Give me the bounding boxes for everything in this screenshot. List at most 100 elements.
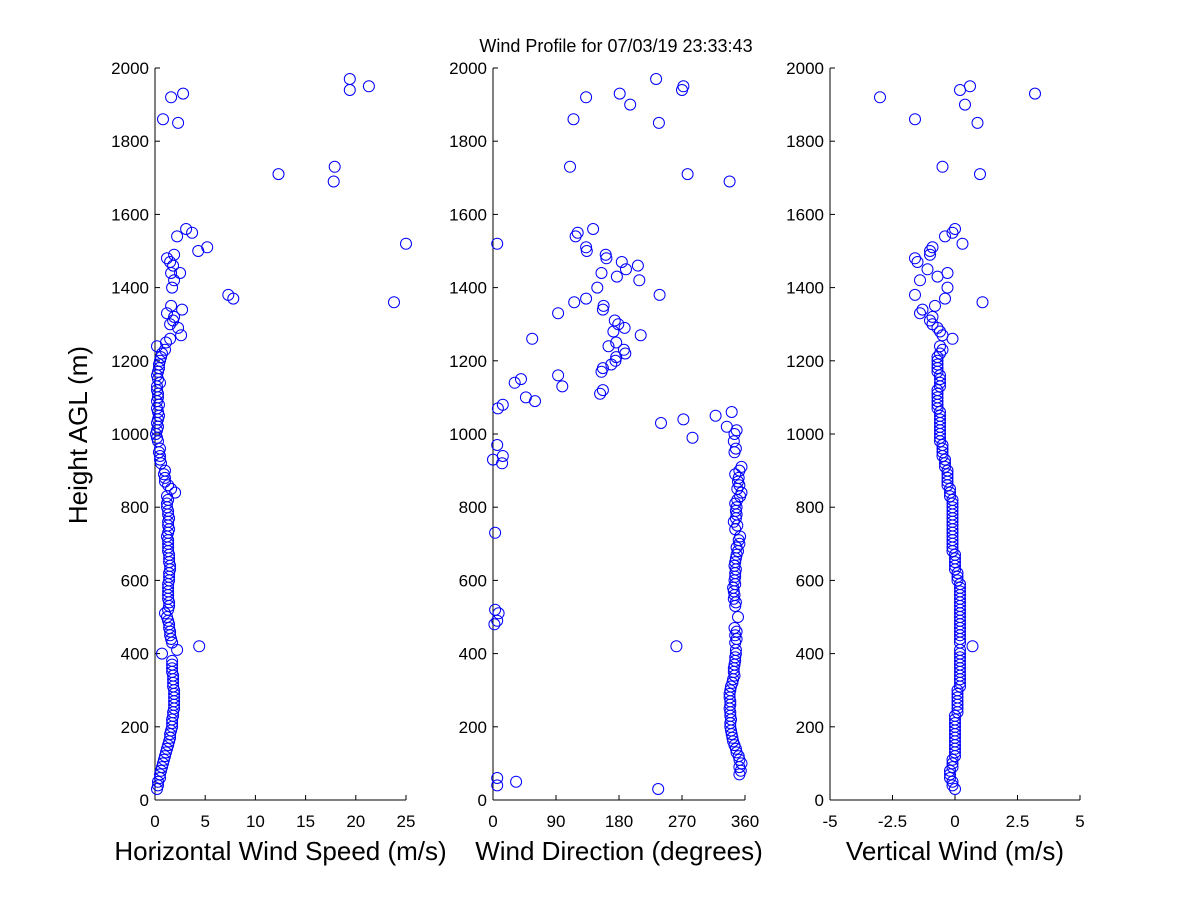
data-point [946,775,959,788]
data-point [609,354,622,367]
y-axis-label: Height AGL (m) [63,346,93,524]
data-point [724,684,737,697]
data-point [157,113,169,126]
x-tick-label: 20 [346,812,365,831]
data-point [161,307,173,320]
data-point [164,318,177,331]
data-point [168,248,181,261]
data-point [159,343,171,356]
data-point [909,288,921,301]
data-point [677,413,690,426]
x-axis-label: Wind Direction (degrees) [475,836,763,866]
data-point [171,230,184,243]
data-point [587,223,600,235]
data-point [914,274,926,287]
x-tick-label: 0 [488,812,497,831]
data-point [956,237,969,250]
y-tick-label: 400 [796,645,824,664]
data-point [966,640,979,653]
y-tick-label: 200 [796,718,824,737]
x-tick-label: 10 [246,812,265,831]
y-tick-label: 600 [121,571,149,590]
data-point [924,248,936,261]
y-tick-label: 0 [478,791,487,810]
data-point [709,409,722,422]
data-point [916,303,929,316]
data-point [652,783,665,795]
data-point [733,537,746,550]
data-point [488,618,501,631]
y-tick-label: 200 [121,718,149,737]
data-point [161,252,173,265]
data-point [168,274,181,287]
data-point [620,263,632,276]
data-point [931,391,944,404]
data-point [924,314,936,327]
data-point [491,779,504,792]
data-point [624,98,637,111]
data-point [362,80,375,93]
y-tick-label: 800 [796,498,824,517]
y-tick-label: 2000 [786,59,824,78]
data-point [941,471,954,484]
y-tick-label: 1800 [111,132,149,151]
data-point [936,446,949,459]
data-point [510,775,523,788]
data-point [944,486,956,499]
data-point [595,267,608,279]
data-point [939,453,951,466]
data-point [934,409,946,422]
data-point [166,281,179,294]
data-point [175,329,188,342]
data-point [400,237,412,250]
data-point [154,442,166,455]
data-point [728,622,741,634]
data-point [596,303,609,316]
data-point [931,384,944,397]
data-point [615,256,628,268]
data-point [610,336,623,349]
data-point [180,223,193,235]
data-point [926,318,939,331]
data-point [735,460,748,473]
data-point [174,267,187,279]
data-point [931,358,944,371]
data-point [193,640,206,653]
data-point [686,431,699,444]
panel-2: 0 200 400 600 800 1000 1200 1400 1600 1800 2000 0 90… [449,59,763,866]
data-point [597,299,610,312]
data-point [169,486,182,499]
data-point [618,321,631,334]
data-point [580,245,593,257]
data-point [496,398,509,411]
data-point [974,168,986,181]
data-point [914,307,926,320]
data-point [934,413,946,426]
data-point [491,772,504,784]
x-tick-label: -2.5 [878,812,907,831]
data-point [681,168,694,181]
y-tick-label: 1200 [786,352,824,371]
data-point [602,340,615,353]
data-point [492,607,505,620]
data-point [596,384,609,397]
data-point [949,548,961,561]
data-point [594,387,607,400]
data-point [944,764,956,777]
data-point [951,567,964,580]
data-point [730,541,743,554]
data-point [949,709,961,722]
y-tick-label: 1800 [786,132,824,151]
data-point [655,417,667,429]
data-point [720,420,733,433]
data-point [729,442,742,455]
y-tick-label: 1400 [111,279,149,298]
y-tick-label: 1600 [449,205,487,224]
data-point [911,256,924,268]
data-point [931,354,944,367]
data-point [552,307,565,320]
data-point [946,757,959,770]
data-point [727,435,740,448]
data-point [951,687,964,700]
